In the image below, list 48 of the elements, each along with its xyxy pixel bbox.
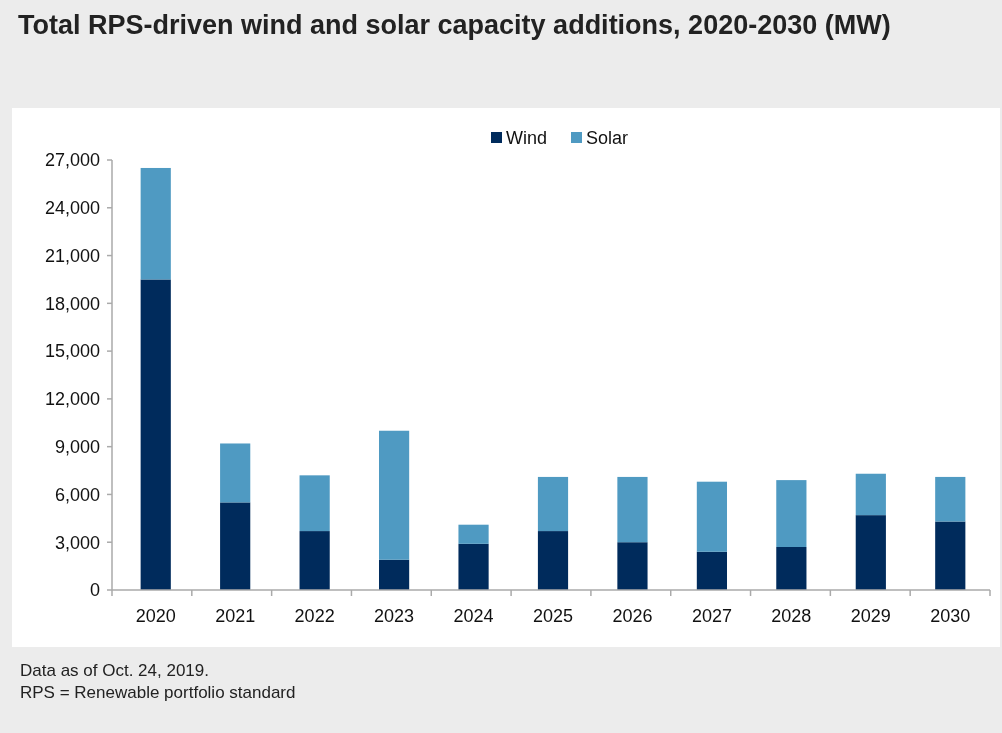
bar (935, 521, 966, 590)
bar (379, 559, 410, 590)
bar (776, 547, 807, 590)
x-tick-label: 2022 (294, 606, 335, 626)
y-tick-label: 18,000 (44, 293, 100, 314)
x-tick-label: 2021 (215, 606, 256, 626)
chart-title: Total RPS-driven wind and solar capacity additions, 2020-2030 (MW) (18, 9, 892, 42)
bar (696, 551, 728, 590)
y-tick-label: 3,000 (54, 532, 100, 553)
bar (935, 476, 966, 522)
y-tick-label: 6,000 (54, 484, 100, 505)
bar (537, 531, 569, 590)
x-tick-label: 2023 (374, 606, 415, 626)
bar (379, 430, 410, 560)
legend-label: Solar (586, 128, 629, 149)
bar (776, 480, 807, 547)
legend-label: Wind (506, 128, 548, 149)
bar (220, 502, 251, 590)
bar (617, 476, 648, 543)
text: RPS = Renewable portfolio standard (20, 683, 296, 702)
bar (696, 481, 728, 552)
text: Data as of Oct. 24, 2019. (20, 661, 210, 680)
bar (140, 279, 171, 590)
x-tick-label: 2027 (691, 606, 732, 626)
bar (458, 543, 489, 590)
y-tick-label: 9,000 (54, 436, 100, 457)
bar (458, 524, 489, 544)
x-tick-label: 2020 (135, 606, 176, 626)
bar (537, 476, 569, 532)
bar (617, 542, 648, 590)
x-tick-label: 2028 (771, 606, 812, 626)
x-tick-label: 2024 (453, 606, 494, 626)
x-tick-label: 2026 (612, 606, 653, 626)
bar (220, 443, 251, 503)
y-tick-label: 15,000 (44, 341, 100, 362)
y-tick-label: 0 (89, 580, 100, 601)
bar (299, 475, 330, 532)
bar (855, 515, 886, 590)
x-tick-label: 2025 (532, 606, 574, 626)
x-tick-label: 2030 (930, 606, 971, 626)
y-tick-label: 21,000 (44, 245, 100, 266)
bar (299, 531, 330, 590)
y-tick-label: 12,000 (44, 389, 100, 410)
bar (855, 473, 886, 516)
y-tick-label: 24,000 (44, 198, 100, 219)
x-tick-label: 2029 (850, 606, 891, 626)
bar (140, 167, 171, 280)
y-tick-label: 27,000 (44, 150, 100, 171)
